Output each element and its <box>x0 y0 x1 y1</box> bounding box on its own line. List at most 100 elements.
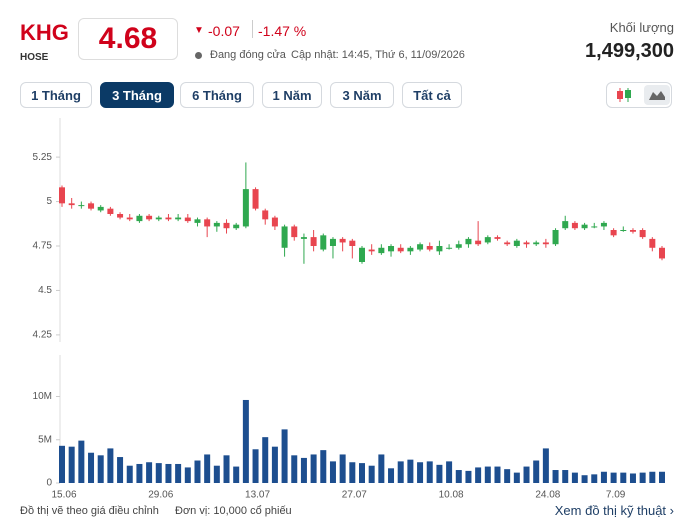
volume: 1,499,300 <box>585 40 674 62</box>
volume-bar <box>242 399 249 483</box>
volume-bar <box>97 455 104 483</box>
volume-bar <box>552 470 559 483</box>
y-tick-label: 0 <box>46 478 52 489</box>
volume-bar <box>368 465 375 483</box>
area-icon[interactable] <box>644 85 670 105</box>
candle-body <box>339 238 346 243</box>
range-button[interactable]: Tất cả <box>402 82 462 108</box>
volume-bar <box>59 445 65 483</box>
candle-body <box>533 242 540 245</box>
volume-bar <box>165 463 172 483</box>
volume-bar <box>417 462 424 483</box>
candle-body <box>378 247 385 254</box>
volume-bar <box>359 463 365 483</box>
candle-body <box>639 230 646 238</box>
volume-bar <box>88 452 95 483</box>
candle-body <box>213 222 220 227</box>
candle-body <box>194 219 201 223</box>
candle-body <box>242 189 249 227</box>
y-tick-label: 4.25 <box>33 330 53 341</box>
area-icon-svg <box>649 91 665 100</box>
divider <box>252 20 253 38</box>
candle-body <box>165 217 172 220</box>
x-tick-label: 10.08 <box>439 490 464 501</box>
candle-body <box>262 210 269 220</box>
candle-body <box>329 238 336 246</box>
candle-body <box>610 230 617 236</box>
candle-body <box>552 230 559 245</box>
volume-bar <box>571 472 578 483</box>
volume-bar <box>194 460 201 483</box>
candle-body <box>146 215 153 220</box>
volume-bar <box>252 449 259 483</box>
volume-bar <box>204 454 211 483</box>
volume-bar <box>494 466 501 483</box>
volume-bar <box>610 472 617 483</box>
volume-bar <box>175 463 182 483</box>
volume-bar <box>475 467 482 483</box>
range-button[interactable]: 3 Tháng <box>100 82 174 108</box>
volume-bar <box>504 469 511 483</box>
status-dot <box>195 52 202 59</box>
candle-body <box>175 217 182 220</box>
candle-body <box>97 206 104 211</box>
technical-link[interactable]: Xem đồ thị kỹ thuật › <box>554 503 674 518</box>
range-button[interactable]: 1 Tháng <box>20 82 92 108</box>
candle-body <box>436 246 443 252</box>
candle-body <box>204 219 211 227</box>
volume-bar <box>523 466 530 483</box>
candle-body <box>349 240 356 246</box>
volume-bar <box>310 454 317 483</box>
volume-bar <box>184 467 191 483</box>
candle-body <box>281 226 288 248</box>
x-tick-label: 27.07 <box>342 490 367 501</box>
candle-body <box>271 217 278 227</box>
volume-bar <box>397 461 404 483</box>
technical-link-text[interactable]: Xem đồ thị kỹ thuật <box>554 503 667 518</box>
volume-bar <box>562 470 569 483</box>
candle-body <box>126 217 133 220</box>
candle-body <box>252 189 259 209</box>
volume-bar <box>388 468 395 483</box>
candle-body <box>504 242 511 245</box>
candle-body <box>78 205 85 207</box>
candle-body <box>475 240 482 245</box>
volume-bar <box>378 454 385 483</box>
volume-bar <box>329 461 336 483</box>
range-button[interactable]: 1 Năm <box>262 82 322 108</box>
volume-bar <box>68 446 75 483</box>
volume-bar <box>262 437 269 483</box>
volume-bar <box>581 475 588 483</box>
candle-body <box>484 237 491 243</box>
candle-icon[interactable] <box>610 85 638 105</box>
candle-body <box>310 237 317 246</box>
candle-body <box>417 244 424 250</box>
chart-type-toggle[interactable] <box>606 82 672 108</box>
y-tick-label: 5.25 <box>33 152 53 163</box>
candle-body <box>68 203 75 206</box>
volume-bar <box>542 448 549 483</box>
volume-bar <box>155 463 162 483</box>
volume-bar <box>600 471 607 483</box>
volume-bar <box>107 448 114 483</box>
volume-bar <box>136 463 143 483</box>
volume-bar <box>639 472 646 483</box>
candle-body <box>368 249 375 252</box>
range-button[interactable]: 3 Năm <box>330 82 394 108</box>
candle-body <box>407 247 414 252</box>
volume-bar <box>117 457 124 483</box>
candle-body <box>600 222 607 227</box>
volume-label: Khối lượng <box>609 20 674 35</box>
candle-body <box>465 238 472 245</box>
volume-bar <box>436 464 443 483</box>
candle-body <box>659 247 665 259</box>
range-button[interactable]: 6 Tháng <box>180 82 254 108</box>
candle-body <box>591 226 598 228</box>
candle-body <box>59 187 65 204</box>
candle-body <box>455 244 462 248</box>
volume-bar <box>513 472 520 483</box>
y-tick-label: 10M <box>33 391 52 402</box>
candle-body <box>397 247 404 252</box>
footer-unit: Đơn vị: 10,000 cổ phiếu <box>175 505 292 517</box>
volume-bar <box>446 461 453 483</box>
